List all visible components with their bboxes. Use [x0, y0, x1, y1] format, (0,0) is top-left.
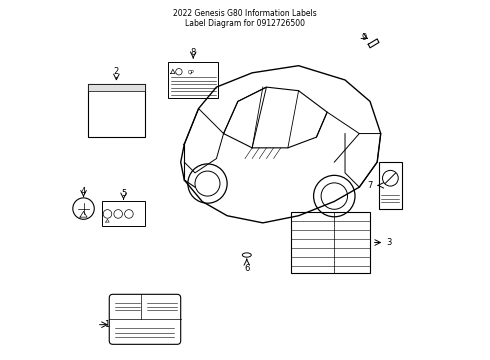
Text: 8: 8: [191, 48, 196, 57]
Text: 3: 3: [386, 238, 392, 247]
Bar: [88, 84, 145, 137]
Text: 6: 6: [244, 264, 249, 273]
Text: 2022 Genesis G80 Information Labels
Label Diagram for 0912726500: 2022 Genesis G80 Information Labels Labe…: [173, 9, 317, 28]
Bar: [292, 212, 370, 273]
Text: 7: 7: [368, 181, 373, 190]
Bar: [88, 84, 145, 91]
Text: 9: 9: [361, 33, 367, 42]
Bar: [102, 202, 145, 226]
Text: 5: 5: [121, 189, 126, 198]
Text: QP: QP: [188, 69, 195, 74]
Text: 1: 1: [104, 320, 109, 329]
Bar: [379, 162, 402, 208]
Bar: [168, 62, 218, 98]
Text: 4: 4: [81, 187, 86, 196]
Text: 2: 2: [114, 67, 119, 76]
